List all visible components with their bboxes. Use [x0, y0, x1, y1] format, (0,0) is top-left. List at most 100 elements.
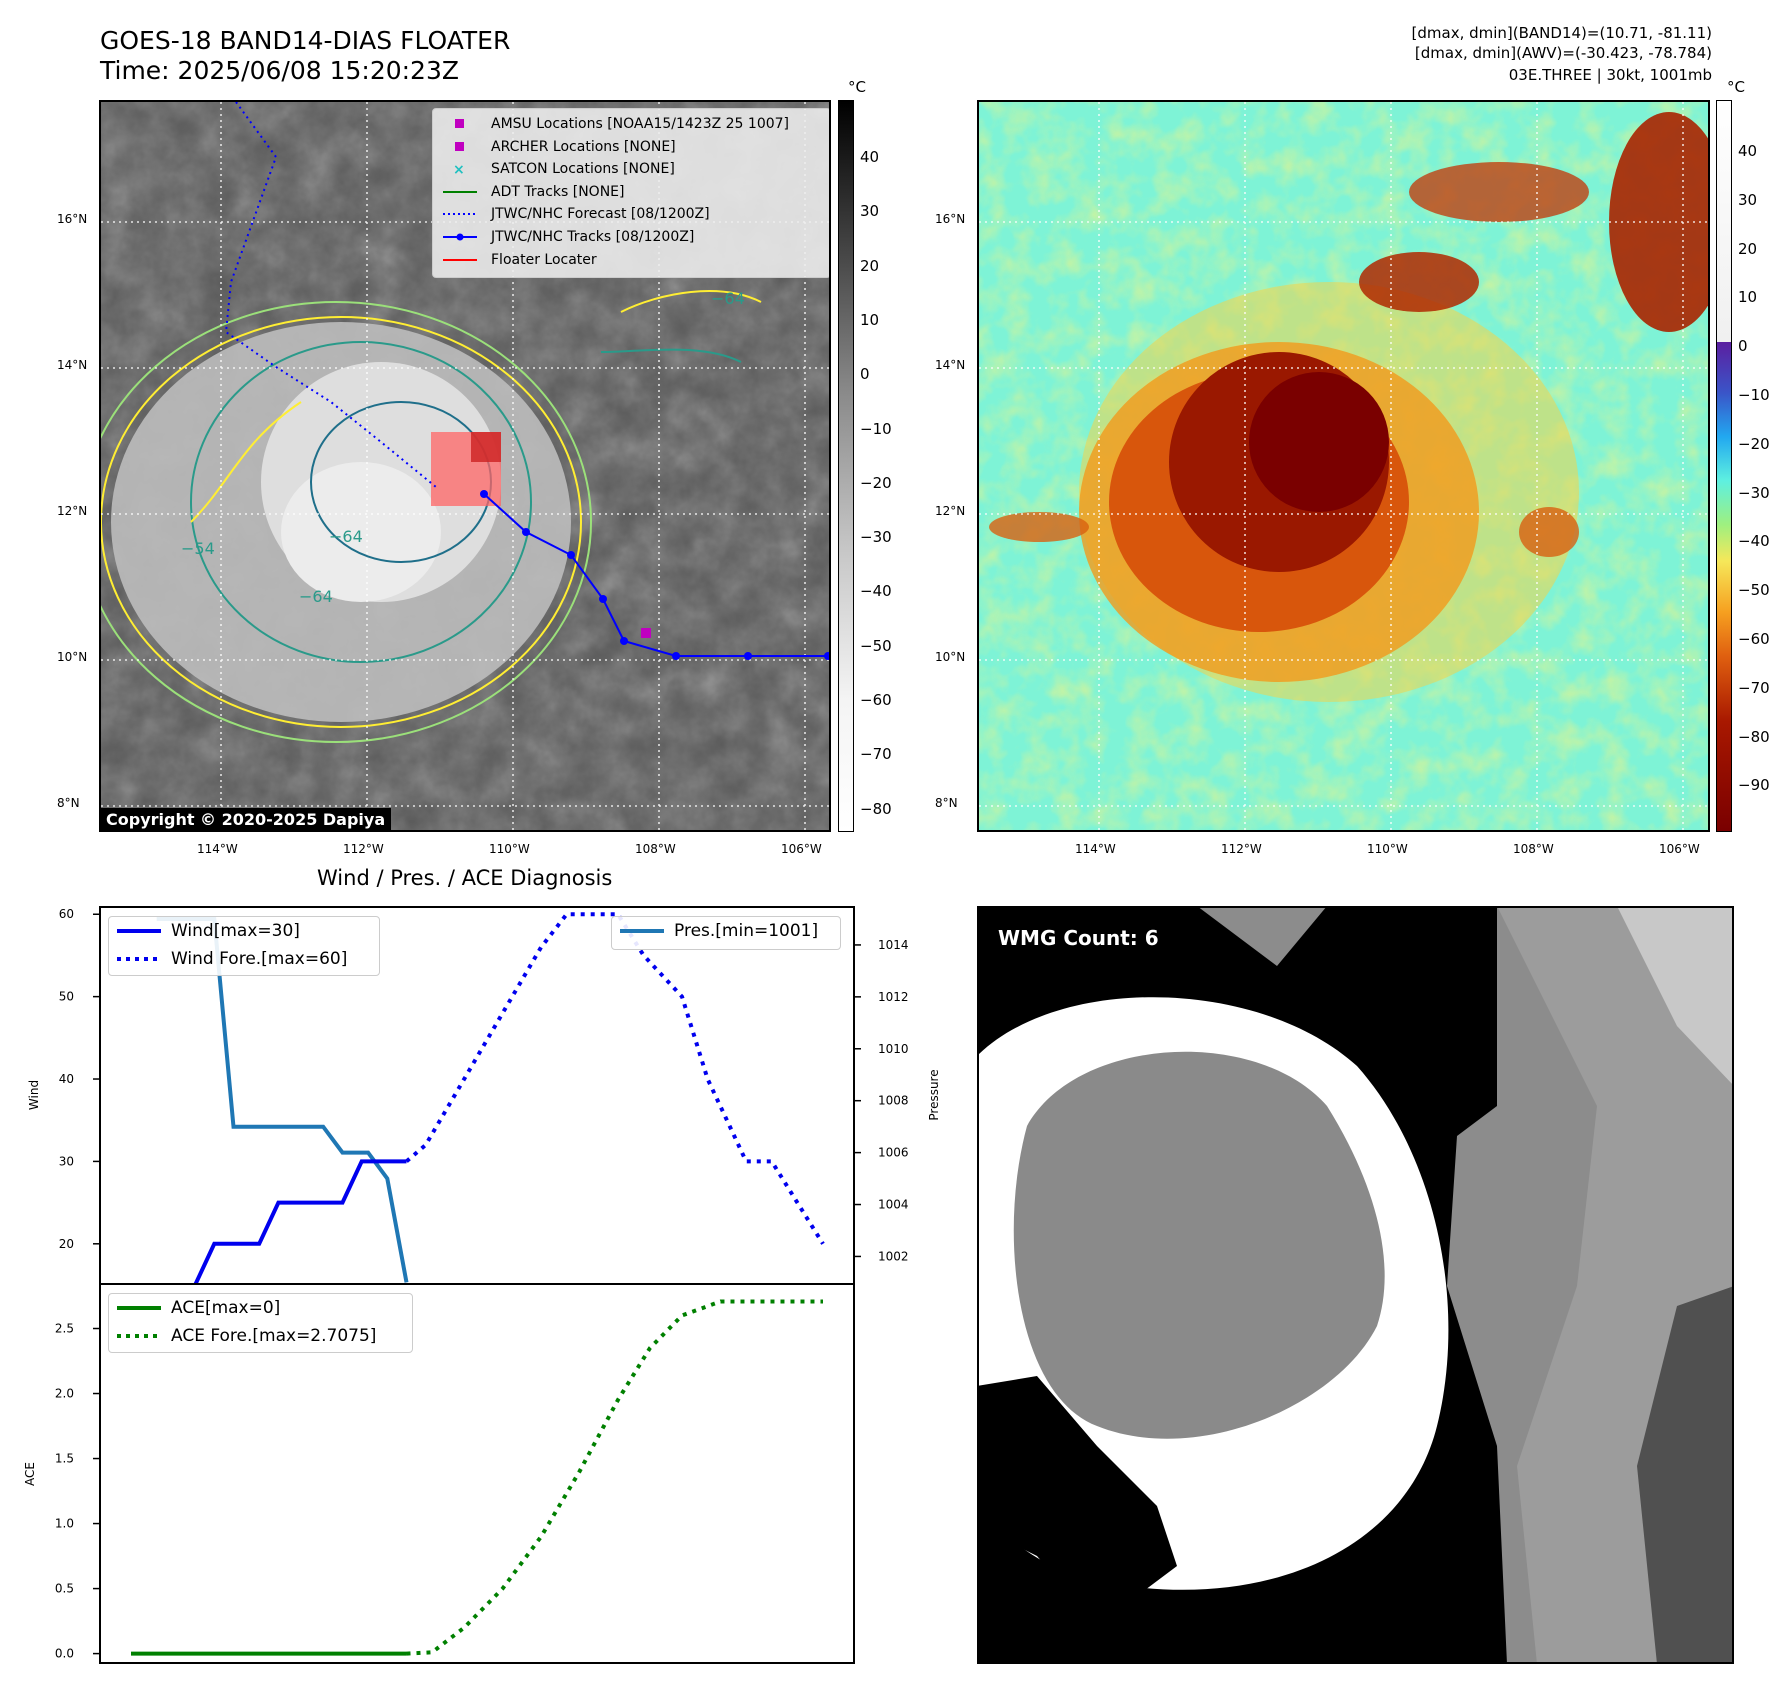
info-awv-range: [dmax, dmin](AWV)=(-30.423, -78.784): [1414, 44, 1712, 62]
awv-lon-label: 112°W: [1221, 842, 1262, 856]
figure-title: GOES-18 BAND14-DIAS FLOATER: [100, 26, 511, 55]
ir-colorbar-tick: −10: [860, 419, 892, 438]
ir-colorbar: [838, 100, 854, 832]
legend-label: Floater Locater: [491, 251, 597, 268]
awv-colorbar-tick: 40: [1738, 142, 1758, 160]
series-dotted: [406, 1299, 823, 1656]
awv-colorbar-tick: −40: [1738, 532, 1770, 551]
legend-symbol: [443, 190, 477, 193]
legend-symbol: [443, 233, 477, 241]
awv-colorbar-tick: 0: [1738, 337, 1748, 356]
ace-tick-label: 1.0: [55, 1517, 74, 1531]
legend-label: ARCHER Locations [NONE]: [491, 138, 676, 155]
awv-colorbar-tick: −90: [1738, 776, 1770, 795]
wmg-count-label: WMG Count: 6: [998, 926, 1159, 950]
awv-colorbar: [1716, 100, 1732, 832]
ace-tick-label: 0.0: [55, 1647, 74, 1661]
awv-lon-label: 110°W: [1367, 842, 1408, 856]
pressure-tick-label: 1008: [878, 1094, 909, 1108]
legend-symbol: ×: [453, 162, 465, 178]
amsu-marker: [641, 628, 651, 638]
awv-lon-label: 108°W: [1513, 842, 1554, 856]
series-dotted: [405, 912, 825, 1245]
ir-colorbar-tick: −60: [860, 691, 892, 709]
info-storm-status: 03E.THREE | 30kt, 1001mb: [1508, 66, 1712, 84]
series-solid: [131, 1159, 407, 1283]
ace-forecast-legend-label: ACE Fore.[max=2.7075]: [171, 1326, 377, 1346]
ir-lon-label: 110°W: [489, 842, 530, 856]
diagnosis-title: Wind / Pres. / ACE Diagnosis: [317, 866, 613, 890]
awv-colorbar-tick: −50: [1738, 581, 1770, 600]
ir-colorbar-tick: −70: [860, 745, 892, 764]
svg-text:×: ×: [453, 162, 465, 178]
pressure-tick-label: 1010: [878, 1042, 909, 1056]
pressure-axis-label: Pressure: [927, 1069, 941, 1120]
track-points: [480, 490, 829, 660]
awv-colorbar-tick: −10: [1738, 386, 1770, 404]
ace-axis-label: ACE: [23, 1462, 37, 1486]
awv-colorbar-tick: −30: [1738, 483, 1770, 502]
legend-label: SATCON Locations [NONE]: [491, 161, 675, 178]
copyright-label: Copyright © 2020-2025 Dapiya: [100, 808, 392, 831]
legend-label: AMSU Locations [NOAA15/1423Z 25 1007]: [491, 116, 790, 132]
legend-symbol: [455, 141, 464, 151]
pressure-tick-label: 1014: [878, 938, 909, 952]
wind-tick-label: 30: [59, 1154, 74, 1168]
awv-colorbar-tick: 20: [1738, 239, 1758, 258]
wind-tick-label: 20: [59, 1237, 74, 1251]
ir-colorbar-tick: −20: [860, 473, 892, 492]
pressure-tick-label: 1004: [878, 1198, 909, 1212]
ir-lon-label: 112°W: [343, 842, 384, 856]
legend-label: ADT Tracks [NONE]: [491, 183, 625, 200]
awv-lat-label: 10°N: [935, 650, 966, 664]
ace-chart: [99, 1283, 855, 1664]
ir-lat-label: 14°N: [57, 358, 88, 372]
awv-lat-label: 12°N: [935, 504, 966, 518]
ir-colorbar-tick: 0: [860, 365, 870, 384]
wind-legend-label: Wind[max=30]: [171, 921, 300, 941]
awv-lat-label: 16°N: [935, 212, 966, 226]
wmg-panel: [977, 906, 1734, 1664]
ir-lat-label: 16°N: [57, 212, 88, 226]
pressure-tick-label: 1002: [878, 1249, 909, 1263]
ir-colorbar-tick: 10: [860, 310, 880, 329]
legend-symbol: [455, 119, 464, 128]
ir-lat-label: 8°N: [57, 796, 80, 810]
ace-legend-label: ACE[max=0]: [171, 1298, 281, 1318]
ir-colorbar-tick: 40: [860, 148, 880, 166]
ace-tick-label: 2.5: [55, 1322, 74, 1336]
ace-legend: ACE[max=0] ACE Fore.[max=2.7075]: [108, 1293, 413, 1353]
ir-colorbar-tick: −50: [860, 636, 892, 655]
contour-label-1: −64: [711, 289, 745, 308]
ir-lat-label: 10°N: [57, 650, 88, 664]
wind-tick-label: 60: [59, 907, 74, 921]
ir-lat-label: 12°N: [57, 504, 88, 518]
ir-colorbar-tick: −80: [860, 799, 892, 818]
awv-colorbar-tick: −20: [1738, 434, 1770, 453]
ace-tick-label: 0.5: [55, 1582, 74, 1596]
ir-colorbar-tick: 20: [860, 256, 880, 275]
ir-legend: AMSU Locations [NOAA15/1423Z 25 1007] ARC…: [432, 108, 829, 278]
legend-label: JTWC/NHC Forecast [08/1200Z]: [491, 206, 710, 223]
ir-lon-label: 114°W: [197, 842, 238, 856]
ir-colorbar-tick: −30: [860, 528, 892, 547]
wind-axis-label: Wind: [27, 1080, 41, 1110]
contour-label-4: −64: [299, 587, 333, 606]
ace-tick-label: 1.5: [55, 1452, 74, 1466]
forecast-track: [224, 102, 437, 488]
awv-lat-label: 14°N: [935, 358, 966, 372]
legend-label: JTWC/NHC Tracks [08/1200Z]: [491, 229, 695, 245]
pressure-legend-label: Pres.[min=1001]: [674, 921, 819, 941]
awv-colorbar-tick: −70: [1738, 678, 1770, 697]
ir-colorbar-tick: 30: [860, 202, 880, 221]
awv-colorbar-unit: °C: [1727, 78, 1745, 96]
awv-colorbar-tick: 30: [1738, 190, 1758, 209]
wind-tick-label: 50: [59, 990, 74, 1004]
contour-yellow: [101, 316, 582, 728]
contour-label-2: −54: [181, 539, 215, 558]
figure-time: Time: 2025/06/08 15:20:23Z: [100, 56, 459, 85]
contour-teal: [190, 341, 532, 663]
wind-legend: Wind[max=30] Wind Fore.[max=60]: [108, 916, 380, 976]
awv-core: [1249, 372, 1389, 512]
ir-colorbar-tick: −40: [860, 582, 892, 601]
